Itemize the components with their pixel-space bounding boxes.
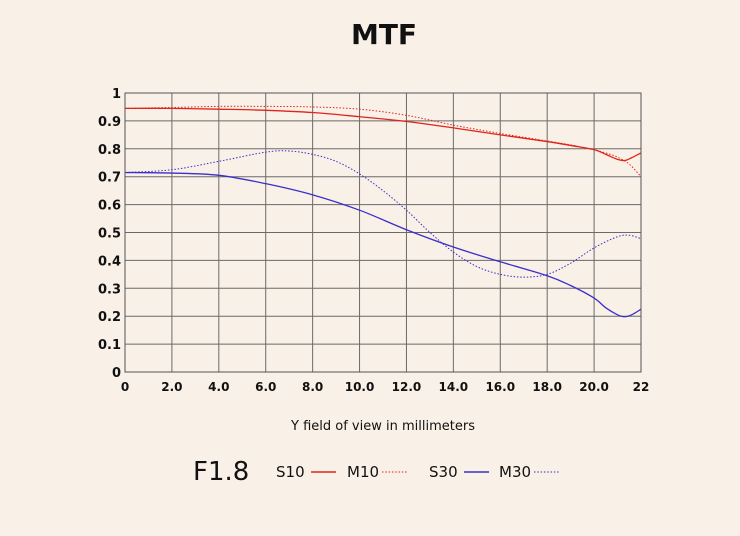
series-layer [124, 105, 642, 318]
y-tick-label: 0.1 [98, 338, 121, 353]
series-line-s30 [124, 171, 642, 318]
plot-frame [124, 92, 642, 373]
series-line-m10 [124, 105, 642, 178]
axes: 0 2.0 4.0 6.0 8.0 10.0 12.0 14.0 16.0 18.0 20.0 22 0… [98, 87, 649, 394]
y-tick-label: 0.8 [98, 143, 121, 158]
y-tick-label: 1 [112, 87, 121, 102]
x-tick-label: 4.0 [208, 380, 229, 394]
x-tick-label: 22 [633, 380, 650, 394]
x-tick-label: 6.0 [255, 380, 276, 394]
x-tick-label: 16.0 [485, 380, 515, 394]
x-tick-label: 14.0 [439, 380, 469, 394]
x-tick-label: 10.0 [345, 380, 375, 394]
y-tick-label: 0.3 [98, 282, 121, 297]
series-line-m30 [124, 150, 642, 278]
legend-label-s10: S10 [276, 463, 305, 481]
legend-label-m10: M10 [347, 463, 379, 481]
y-tick-label: 0.7 [98, 171, 121, 186]
x-tick-label: 8.0 [302, 380, 323, 394]
x-tick-label: 18.0 [532, 380, 562, 394]
chart-title: MTF [351, 18, 417, 51]
y-tick-label: 0.4 [98, 254, 121, 269]
series-line-s10 [124, 107, 642, 162]
y-tick-label: 0.5 [98, 227, 121, 242]
x-tick-label: 12.0 [392, 380, 422, 394]
x-axis-label: Y field of view in millimeters [290, 419, 475, 434]
aperture-label: F1.8 [193, 457, 249, 487]
x-tick-label: 0 [121, 380, 129, 394]
y-tick-label: 0 [112, 366, 121, 381]
x-tick-label: 20.0 [579, 380, 609, 394]
y-tick-label: 0.6 [98, 199, 121, 214]
legend: S10 M10 S30 M30 [276, 463, 559, 481]
grid [125, 93, 641, 372]
y-tick-label: 0.2 [98, 310, 121, 325]
legend-label-s30: S30 [429, 463, 458, 481]
y-tick-label: 0.9 [98, 115, 121, 130]
legend-label-m30: M30 [499, 463, 531, 481]
x-tick-label: 2.0 [161, 380, 182, 394]
